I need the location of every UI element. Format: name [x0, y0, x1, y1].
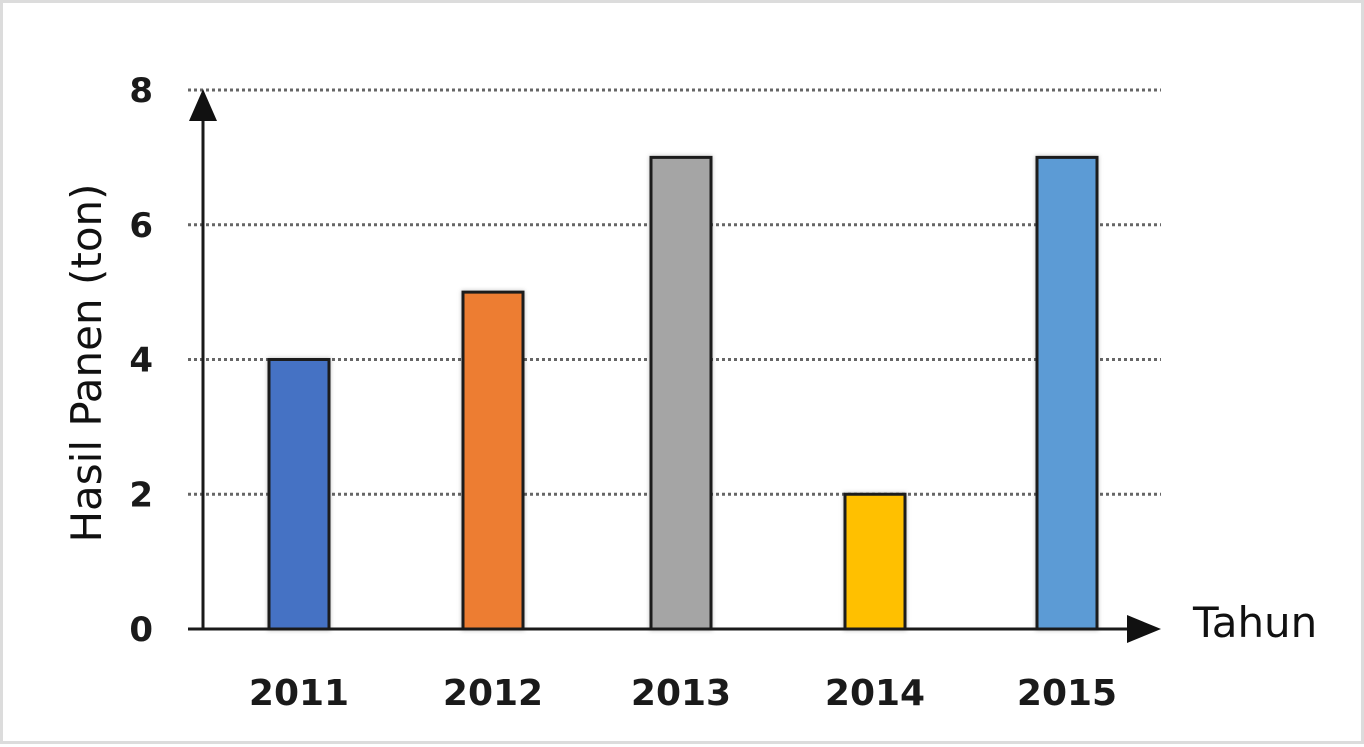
x-tick-label: 2011 [249, 673, 349, 714]
bar-2011 [267, 358, 331, 631]
bar-2013 [649, 155, 713, 631]
bar-2014 [843, 492, 907, 631]
y-tick-label: 2 [129, 475, 153, 515]
x-tick-label: 2015 [1017, 673, 1117, 714]
bar-chart: 0 2 4 6 8 2011 2012 2013 2014 2015 Tahun Hasil P… [62, 71, 1317, 714]
y-tick-labels: 0 2 4 6 8 [129, 71, 153, 650]
x-category-labels: 2011 2012 2013 2014 2015 [249, 673, 1117, 714]
y-axis-title: Hasil Panen (ton) [62, 183, 111, 542]
y-tick-label: 0 [129, 610, 153, 650]
x-tick-label: 2014 [825, 673, 925, 714]
x-tick-label: 2012 [443, 673, 543, 714]
y-tick-label: 8 [129, 71, 153, 111]
x-axis-title: Tahun [1192, 598, 1317, 647]
x-tick-label: 2013 [631, 673, 731, 714]
bar-2015 [1035, 155, 1099, 631]
axes [188, 89, 1161, 643]
y-tick-label: 4 [129, 341, 153, 381]
bars [267, 155, 1099, 631]
x-axis-arrow [1127, 615, 1161, 643]
bar-2012 [461, 290, 525, 631]
y-axis-arrow [189, 89, 217, 121]
y-tick-label: 6 [129, 206, 153, 246]
